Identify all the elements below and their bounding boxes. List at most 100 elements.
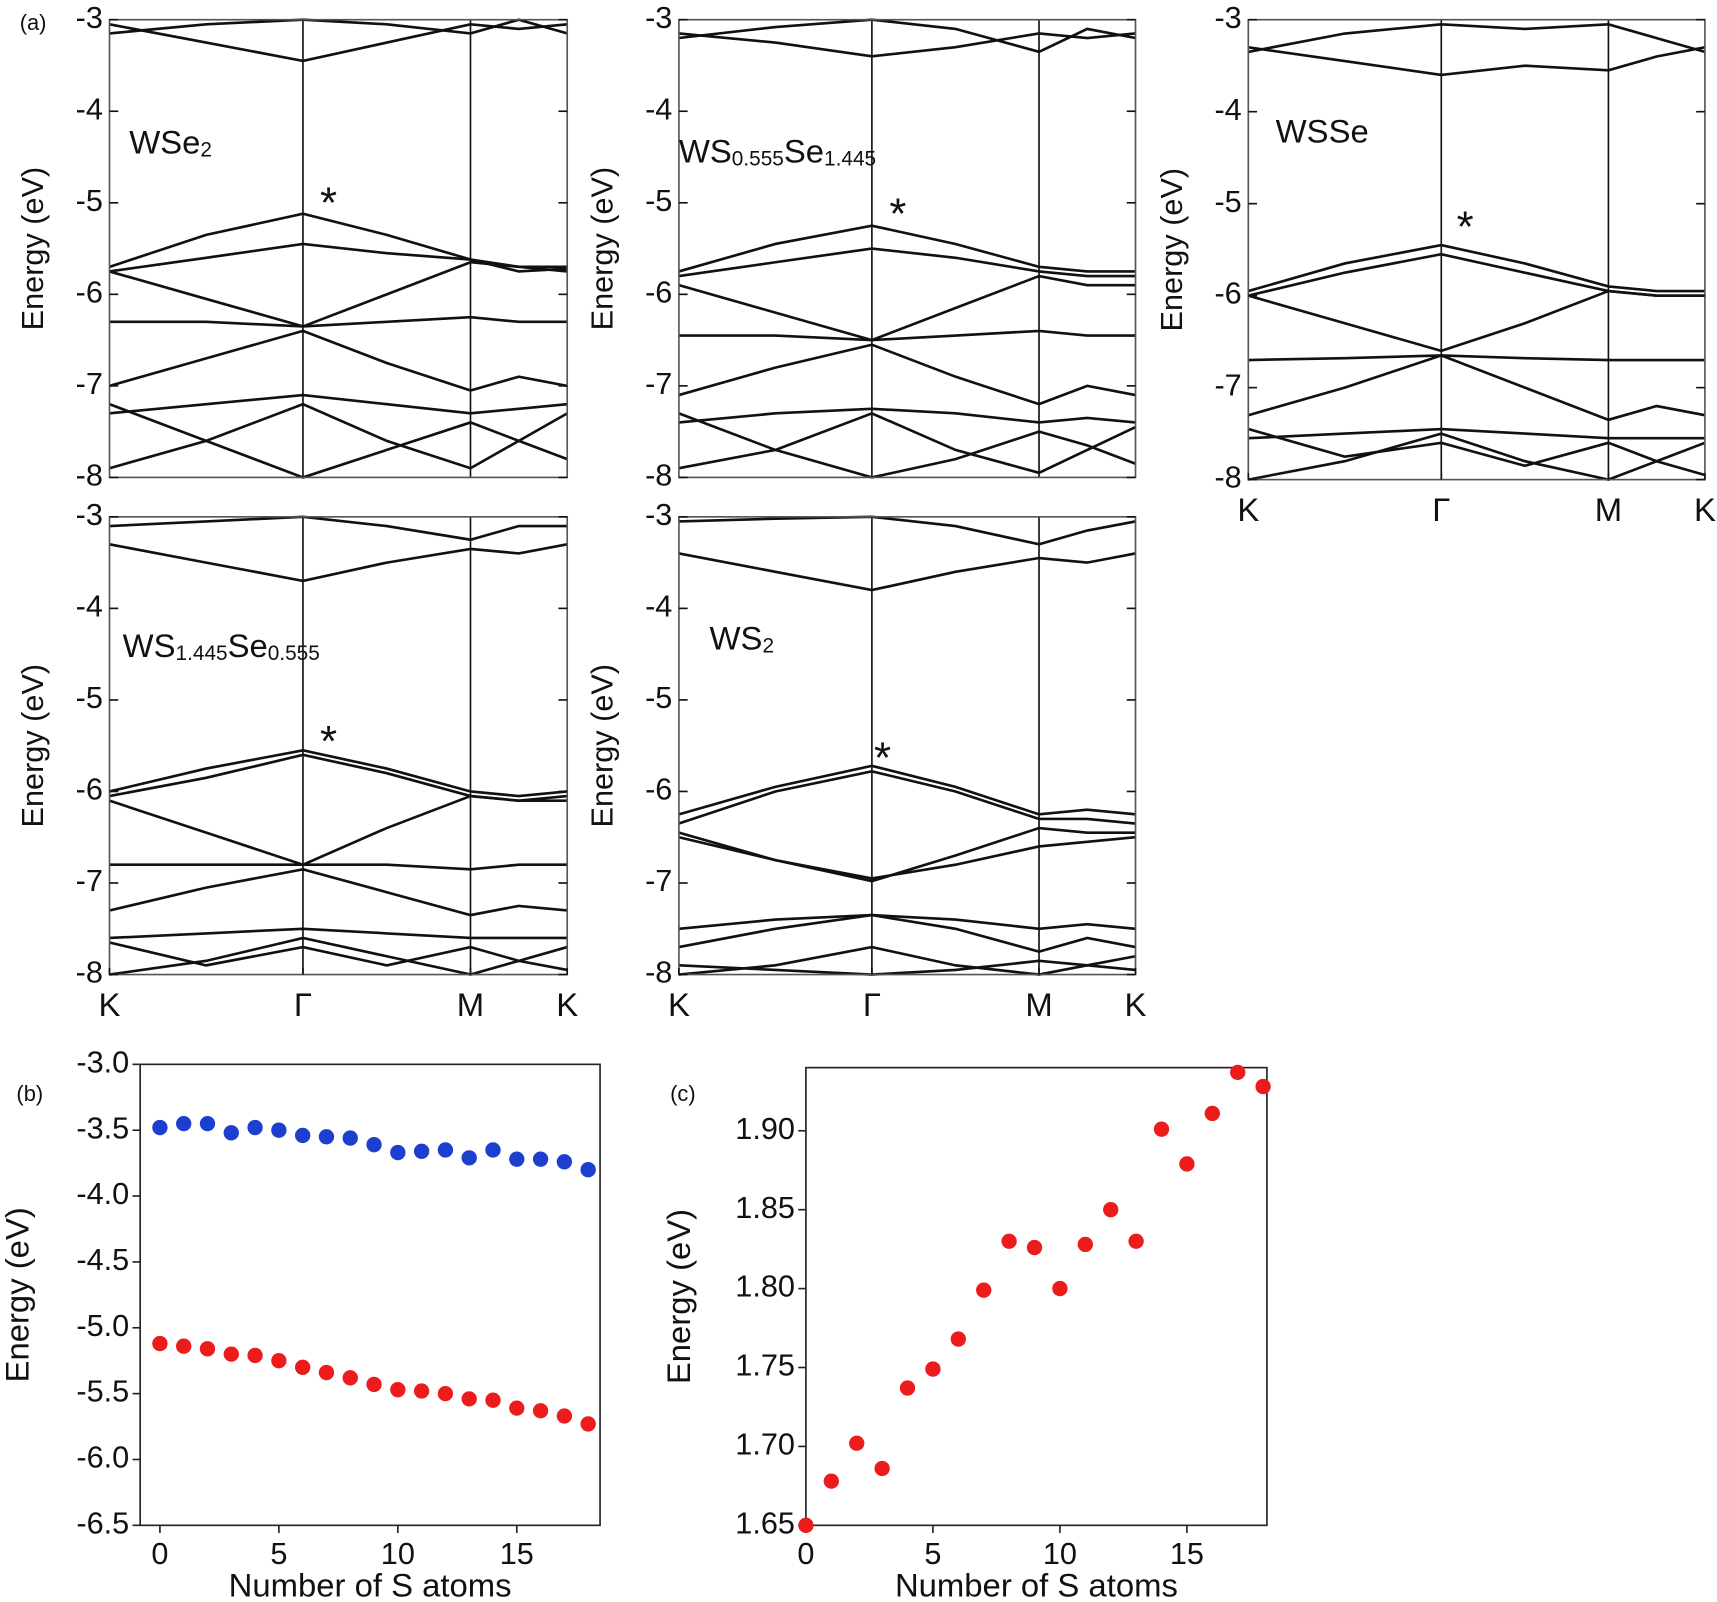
- label-part: 1.445: [176, 642, 228, 665]
- band-line: [678, 835, 1136, 880]
- data-point: [1103, 1202, 1119, 1218]
- band-line: [1248, 354, 1705, 362]
- plot-frame: [108, 18, 569, 479]
- y-axis-label: Energy (eV): [0, 1207, 35, 1382]
- data-point: [509, 1151, 525, 1167]
- x-tick-label: K: [1694, 491, 1716, 528]
- y-tick-label: -5: [1214, 185, 1241, 219]
- band-line: [678, 247, 1136, 278]
- y-tick-label: -5: [76, 184, 103, 218]
- y-tick-label: -7: [76, 367, 103, 401]
- x-tick-label: Γ: [294, 986, 312, 1023]
- band-line: [678, 329, 1136, 342]
- y-tick-label: -5: [645, 681, 672, 715]
- band-line: [109, 941, 568, 972]
- label-part: 2: [762, 634, 774, 657]
- data-point: [485, 1392, 501, 1408]
- vbm-marker: *: [320, 717, 337, 766]
- band-line: [109, 18, 568, 35]
- y-tick-label: 1.80: [735, 1270, 795, 1304]
- band-line: [109, 315, 568, 328]
- y-tick-label: -3: [76, 1, 103, 35]
- y-tick-label: -4.0: [76, 1177, 129, 1211]
- x-tick-label: K: [668, 986, 690, 1023]
- y-tick-label: 1.65: [735, 1506, 795, 1540]
- data-point: [950, 1331, 966, 1347]
- band-line: [109, 867, 568, 917]
- y-tick-label: -7: [645, 367, 672, 401]
- y-tick-label: -6: [1214, 277, 1241, 311]
- data-point: [390, 1382, 406, 1398]
- y-tick-label: -3.0: [76, 1045, 129, 1079]
- y-tick-label: -5.0: [76, 1309, 129, 1343]
- data-point: [437, 1142, 454, 1158]
- data-point: [437, 1385, 454, 1402]
- y-tick-label: -6: [76, 275, 103, 309]
- data-point: [247, 1119, 263, 1136]
- x-axis-label: Number of S atoms: [895, 1566, 1178, 1602]
- band-line: [109, 212, 568, 269]
- label-part: WS: [123, 627, 176, 664]
- band-line: [678, 764, 1136, 816]
- band-line: [1247, 354, 1706, 422]
- data-point: [1052, 1280, 1068, 1297]
- y-tick-label: 1.75: [735, 1349, 795, 1383]
- band-line: [109, 515, 568, 542]
- y-tick-label: -6: [645, 773, 672, 807]
- plot-frame: [139, 1063, 601, 1527]
- material-label: WSSe: [1276, 112, 1369, 149]
- vbm-marker: *: [874, 734, 891, 783]
- band-line: [678, 412, 1136, 479]
- x-tick-label: 10: [1043, 1537, 1077, 1571]
- label-part: WSe: [129, 123, 200, 160]
- y-axis-label: Energy (eV): [16, 664, 50, 828]
- y-tick-label: -3: [1214, 1, 1241, 35]
- x-tick-label: Γ: [863, 986, 881, 1023]
- x-tick-label: M: [1595, 491, 1622, 528]
- data-point: [413, 1383, 430, 1399]
- label-part: 0.555: [268, 642, 320, 665]
- band-line: [109, 402, 568, 479]
- panel-letter: (b): [16, 1081, 43, 1106]
- label-part: WS: [679, 132, 732, 169]
- y-tick-label: -7: [1214, 369, 1241, 403]
- data-point: [294, 1359, 311, 1375]
- data-point: [223, 1346, 239, 1362]
- y-tick-label: -5: [645, 184, 672, 218]
- data-point: [318, 1364, 335, 1381]
- band-line: [109, 543, 568, 583]
- data-point: [461, 1391, 477, 1407]
- x-tick-label: 5: [270, 1537, 287, 1571]
- panel-letter: (a): [20, 10, 47, 35]
- y-tick-label: -8: [645, 459, 672, 493]
- band-line: [109, 22, 568, 63]
- data-point: [798, 1517, 814, 1533]
- band-line: [109, 242, 568, 273]
- y-tick-label: 1.70: [735, 1428, 795, 1462]
- x-tick-label: 15: [1170, 1537, 1204, 1571]
- label-part: 1.445: [824, 147, 876, 170]
- data-point: [247, 1347, 263, 1364]
- label-part: WS: [710, 619, 763, 656]
- data-point: [532, 1403, 549, 1419]
- y-tick-label: -7: [645, 864, 672, 898]
- label-part: 0.555: [732, 147, 784, 170]
- y-tick-label: -6: [76, 773, 103, 807]
- data-point: [1077, 1236, 1093, 1253]
- y-tick-label: -4: [76, 92, 103, 126]
- y-tick-label: -3: [645, 1, 672, 35]
- y-tick-label: -3: [76, 498, 103, 532]
- y-tick-label: 1.90: [735, 1112, 795, 1146]
- data-point: [556, 1408, 573, 1424]
- data-point: [366, 1137, 382, 1153]
- plot-frame: [678, 516, 1137, 976]
- y-axis-label: Energy (eV): [16, 167, 50, 331]
- band-line: [678, 32, 1136, 58]
- data-point: [176, 1338, 192, 1354]
- data-point: [1128, 1233, 1144, 1249]
- y-axis-label: Energy (eV): [660, 1209, 697, 1384]
- band-line: [678, 945, 1136, 976]
